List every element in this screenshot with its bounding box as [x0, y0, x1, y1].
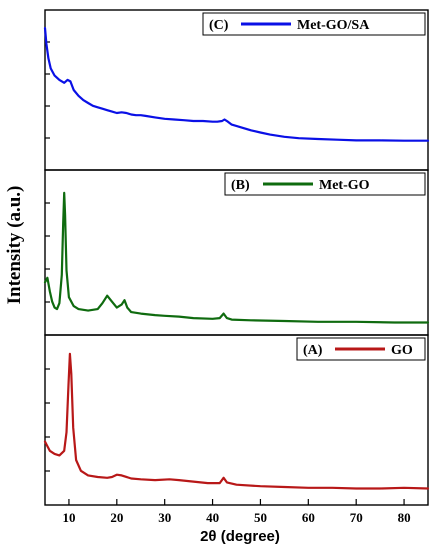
- panel-B: (B) Met-GO: [43, 169, 430, 336]
- x-tick-label: 30: [158, 510, 171, 525]
- x-tick-label: 50: [254, 510, 267, 525]
- x-tick-label: 60: [302, 510, 315, 525]
- legend-series-name: Met-GO/SA: [297, 18, 370, 33]
- series-line-B: [43, 191, 430, 324]
- panels: (C) Met-GO/SA (B) Met-GO (A) GO: [43, 9, 430, 506]
- legend-series-name: Met-GO: [319, 178, 370, 193]
- legend-series-name: GO: [391, 343, 413, 358]
- x-tick-label: 10: [62, 510, 75, 525]
- panel-C: (C) Met-GO/SA: [43, 9, 430, 171]
- series-line-A: [43, 352, 430, 490]
- series-line-C: [43, 27, 430, 142]
- legend-box: [202, 12, 426, 36]
- legend-C: (C) Met-GO/SA: [202, 12, 426, 36]
- y-axis-label: Intensity (a.u.): [4, 186, 25, 305]
- legend-box: [224, 172, 426, 196]
- x-tick-label: 70: [350, 510, 363, 525]
- x-tick-label: 80: [398, 510, 411, 525]
- x-axis: 10 20 30 40 50 60 70 80: [62, 499, 411, 525]
- x-tick-label: 40: [206, 510, 219, 525]
- panel-label: (A): [303, 343, 323, 358]
- panel-label: (B): [231, 178, 250, 193]
- legend-B: (B) Met-GO: [224, 172, 426, 196]
- x-axis-label: 2θ (degree): [200, 528, 280, 545]
- x-tick-label: 20: [110, 510, 123, 525]
- legend-A: (A) GO: [296, 337, 426, 361]
- panel-A: (A) GO: [43, 334, 430, 506]
- panel-label: (C): [209, 18, 229, 33]
- panel-frame: [44, 334, 429, 506]
